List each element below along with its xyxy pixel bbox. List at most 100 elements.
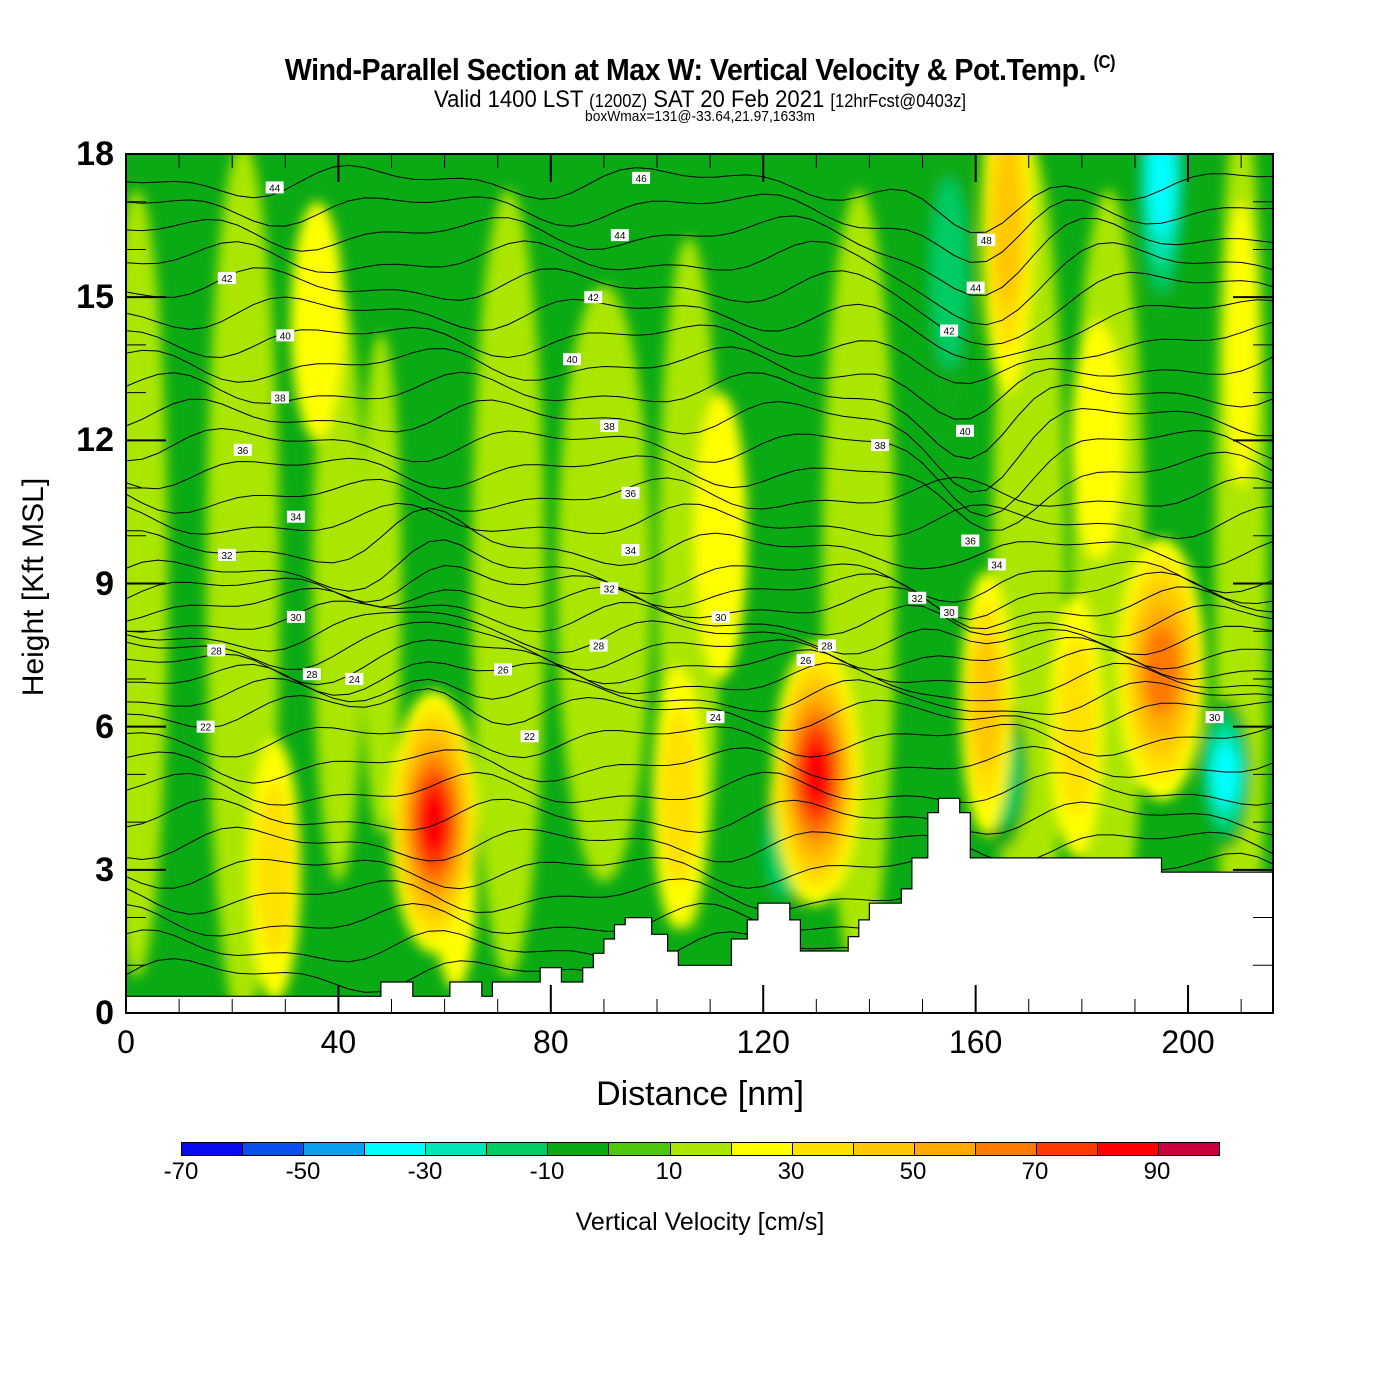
x-tick-label: 120 xyxy=(736,1024,790,1060)
contour-label-text: 42 xyxy=(944,327,956,338)
colorbar-swatch xyxy=(792,1143,854,1155)
colorbar-swatch xyxy=(426,1143,488,1155)
contour-label-text: 30 xyxy=(1209,713,1221,724)
contour-label-text: 34 xyxy=(625,546,637,557)
theta-contour-line xyxy=(126,321,1273,385)
field-light-band xyxy=(694,392,748,679)
contour-label: 40 xyxy=(276,329,295,342)
contour-label-text: 34 xyxy=(991,560,1003,571)
box-wmax-info: boxWmax=131@-33.64,21.97,1633m xyxy=(585,108,815,125)
field-light-band xyxy=(1071,321,1125,560)
updraft-core xyxy=(256,782,294,958)
contour-label-text: 48 xyxy=(981,236,993,247)
colorbar-swatch xyxy=(914,1143,976,1155)
theta-contour-line xyxy=(126,398,1273,493)
theta-contour-line xyxy=(126,371,1273,460)
updraft-core xyxy=(971,637,1002,769)
updraft-core xyxy=(992,154,1023,310)
contour-label: 28 xyxy=(589,639,608,653)
colorbar-tick-label: 70 xyxy=(1021,1158,1049,1185)
theta-contour-line xyxy=(126,507,1273,570)
y-tick-label: 0 xyxy=(95,994,114,1032)
theta-contour-line xyxy=(126,745,1273,784)
theta-contour-line xyxy=(126,564,1273,621)
contour-label-text: 42 xyxy=(588,293,600,304)
contour-label: 34 xyxy=(987,558,1006,571)
colorbar-swatch xyxy=(304,1143,366,1155)
contour-label: 28 xyxy=(817,639,836,653)
contour-label-text: 44 xyxy=(614,231,626,242)
field-light-band xyxy=(1225,201,1258,489)
contour-label-text: 42 xyxy=(221,274,233,285)
contour-label: 38 xyxy=(871,439,890,452)
x-tick-label: 40 xyxy=(320,1024,357,1060)
contour-label-text: 46 xyxy=(636,174,648,185)
theta-contour-line xyxy=(126,240,1273,326)
x-tick-label: 0 xyxy=(117,1024,135,1060)
colorbar-swatch xyxy=(182,1143,244,1155)
contour-label-text: 40 xyxy=(566,355,578,366)
contour-label: 24 xyxy=(706,711,725,724)
colorbar-swatch xyxy=(548,1143,610,1155)
contour-label: 46 xyxy=(632,171,651,185)
updraft-core xyxy=(802,741,831,808)
contour-label-text: 44 xyxy=(269,183,281,194)
contour-label-text: 24 xyxy=(710,713,722,724)
theta-contour-line xyxy=(126,539,1273,603)
chart-subtitle: Valid 1400 LST (1200Z) SAT 20 Feb 2021 [… xyxy=(56,86,1344,114)
theta-contour-line xyxy=(126,771,1273,806)
contour-label-text: 26 xyxy=(800,656,812,667)
field-band xyxy=(360,332,402,835)
contour-label: 38 xyxy=(600,420,619,433)
x-tick-label: 160 xyxy=(948,1024,1003,1060)
y-tick-label: 3 xyxy=(95,850,114,889)
theta-contour-labels: 44 42 40 38 36 34 32 30 28 28 24 22 26 22 46 44 42 40 38 36… xyxy=(196,171,1224,743)
colorbar-swatch xyxy=(609,1143,671,1155)
contour-label-text: 36 xyxy=(965,537,977,548)
contour-label: 40 xyxy=(563,353,582,366)
contour-label: 30 xyxy=(940,606,959,619)
updraft-core xyxy=(419,789,448,855)
contour-label-text: 44 xyxy=(970,284,982,295)
contour-label: 38 xyxy=(270,391,289,404)
colorbar-tick-label: 10 xyxy=(655,1158,683,1185)
theta-contour-line xyxy=(126,427,1273,518)
x-tick-label: 200 xyxy=(1161,1024,1215,1060)
theta-contour-line xyxy=(126,296,1273,361)
terrain xyxy=(126,797,1273,1013)
field-light-band xyxy=(290,201,344,441)
theta-contour-line xyxy=(126,611,1273,656)
contour-label: 32 xyxy=(217,548,236,562)
theta-contour-line xyxy=(126,164,1273,234)
contour-label: 40 xyxy=(956,424,975,438)
contour-label-text: 38 xyxy=(604,422,616,433)
downdraft-core xyxy=(1212,743,1239,805)
contour-label: 42 xyxy=(584,291,603,304)
contour-label: 42 xyxy=(940,324,959,338)
contour-label: 22 xyxy=(520,730,539,743)
contour-label-text: 32 xyxy=(604,584,616,595)
colorbar-swatch xyxy=(853,1143,915,1155)
contour-label-text: 28 xyxy=(821,642,833,653)
theta-contour-line xyxy=(126,502,1273,540)
theta-contour-line xyxy=(126,476,1273,514)
contour-label: 48 xyxy=(977,233,996,247)
theta-contour-line xyxy=(126,451,1273,531)
contour-label-text: 30 xyxy=(944,608,956,619)
colorbar xyxy=(181,1142,1220,1156)
contour-label: 44 xyxy=(966,281,985,295)
colorbar-swatch xyxy=(365,1143,427,1155)
contour-label: 36 xyxy=(961,534,980,548)
downdraft-core xyxy=(930,177,968,369)
contour-label: 30 xyxy=(286,610,305,624)
theta-contour-line xyxy=(126,798,1273,836)
contour-label: 28 xyxy=(302,668,321,681)
colorbar-tick-label: 30 xyxy=(777,1158,805,1185)
contour-label: 44 xyxy=(265,181,284,194)
y-tick-label: 12 xyxy=(76,421,114,460)
theta-contour-line xyxy=(126,723,1273,759)
contour-label-text: 28 xyxy=(593,642,605,653)
contour-label-text: 32 xyxy=(912,594,924,605)
colorbar-title: Vertical Velocity [cm/s] xyxy=(575,1208,825,1236)
